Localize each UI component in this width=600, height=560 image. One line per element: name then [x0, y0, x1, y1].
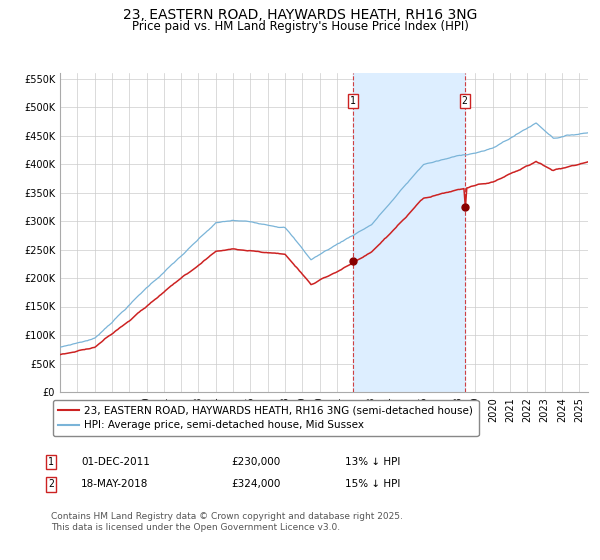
- Text: Contains HM Land Registry data © Crown copyright and database right 2025.
This d: Contains HM Land Registry data © Crown c…: [51, 512, 403, 532]
- Text: 1: 1: [350, 96, 356, 106]
- Text: £230,000: £230,000: [231, 457, 280, 467]
- Text: 18-MAY-2018: 18-MAY-2018: [81, 479, 148, 489]
- Text: 23, EASTERN ROAD, HAYWARDS HEATH, RH16 3NG: 23, EASTERN ROAD, HAYWARDS HEATH, RH16 3…: [123, 8, 477, 22]
- Text: 01-DEC-2011: 01-DEC-2011: [81, 457, 150, 467]
- Text: Price paid vs. HM Land Registry's House Price Index (HPI): Price paid vs. HM Land Registry's House …: [131, 20, 469, 32]
- Text: 1: 1: [48, 457, 54, 467]
- Text: 2: 2: [48, 479, 54, 489]
- Text: 2: 2: [462, 96, 467, 106]
- Text: 15% ↓ HPI: 15% ↓ HPI: [345, 479, 400, 489]
- Text: £324,000: £324,000: [231, 479, 280, 489]
- Text: 13% ↓ HPI: 13% ↓ HPI: [345, 457, 400, 467]
- Legend: 23, EASTERN ROAD, HAYWARDS HEATH, RH16 3NG (semi-detached house), HPI: Average p: 23, EASTERN ROAD, HAYWARDS HEATH, RH16 3…: [53, 400, 479, 436]
- Bar: [353, 73, 464, 392]
